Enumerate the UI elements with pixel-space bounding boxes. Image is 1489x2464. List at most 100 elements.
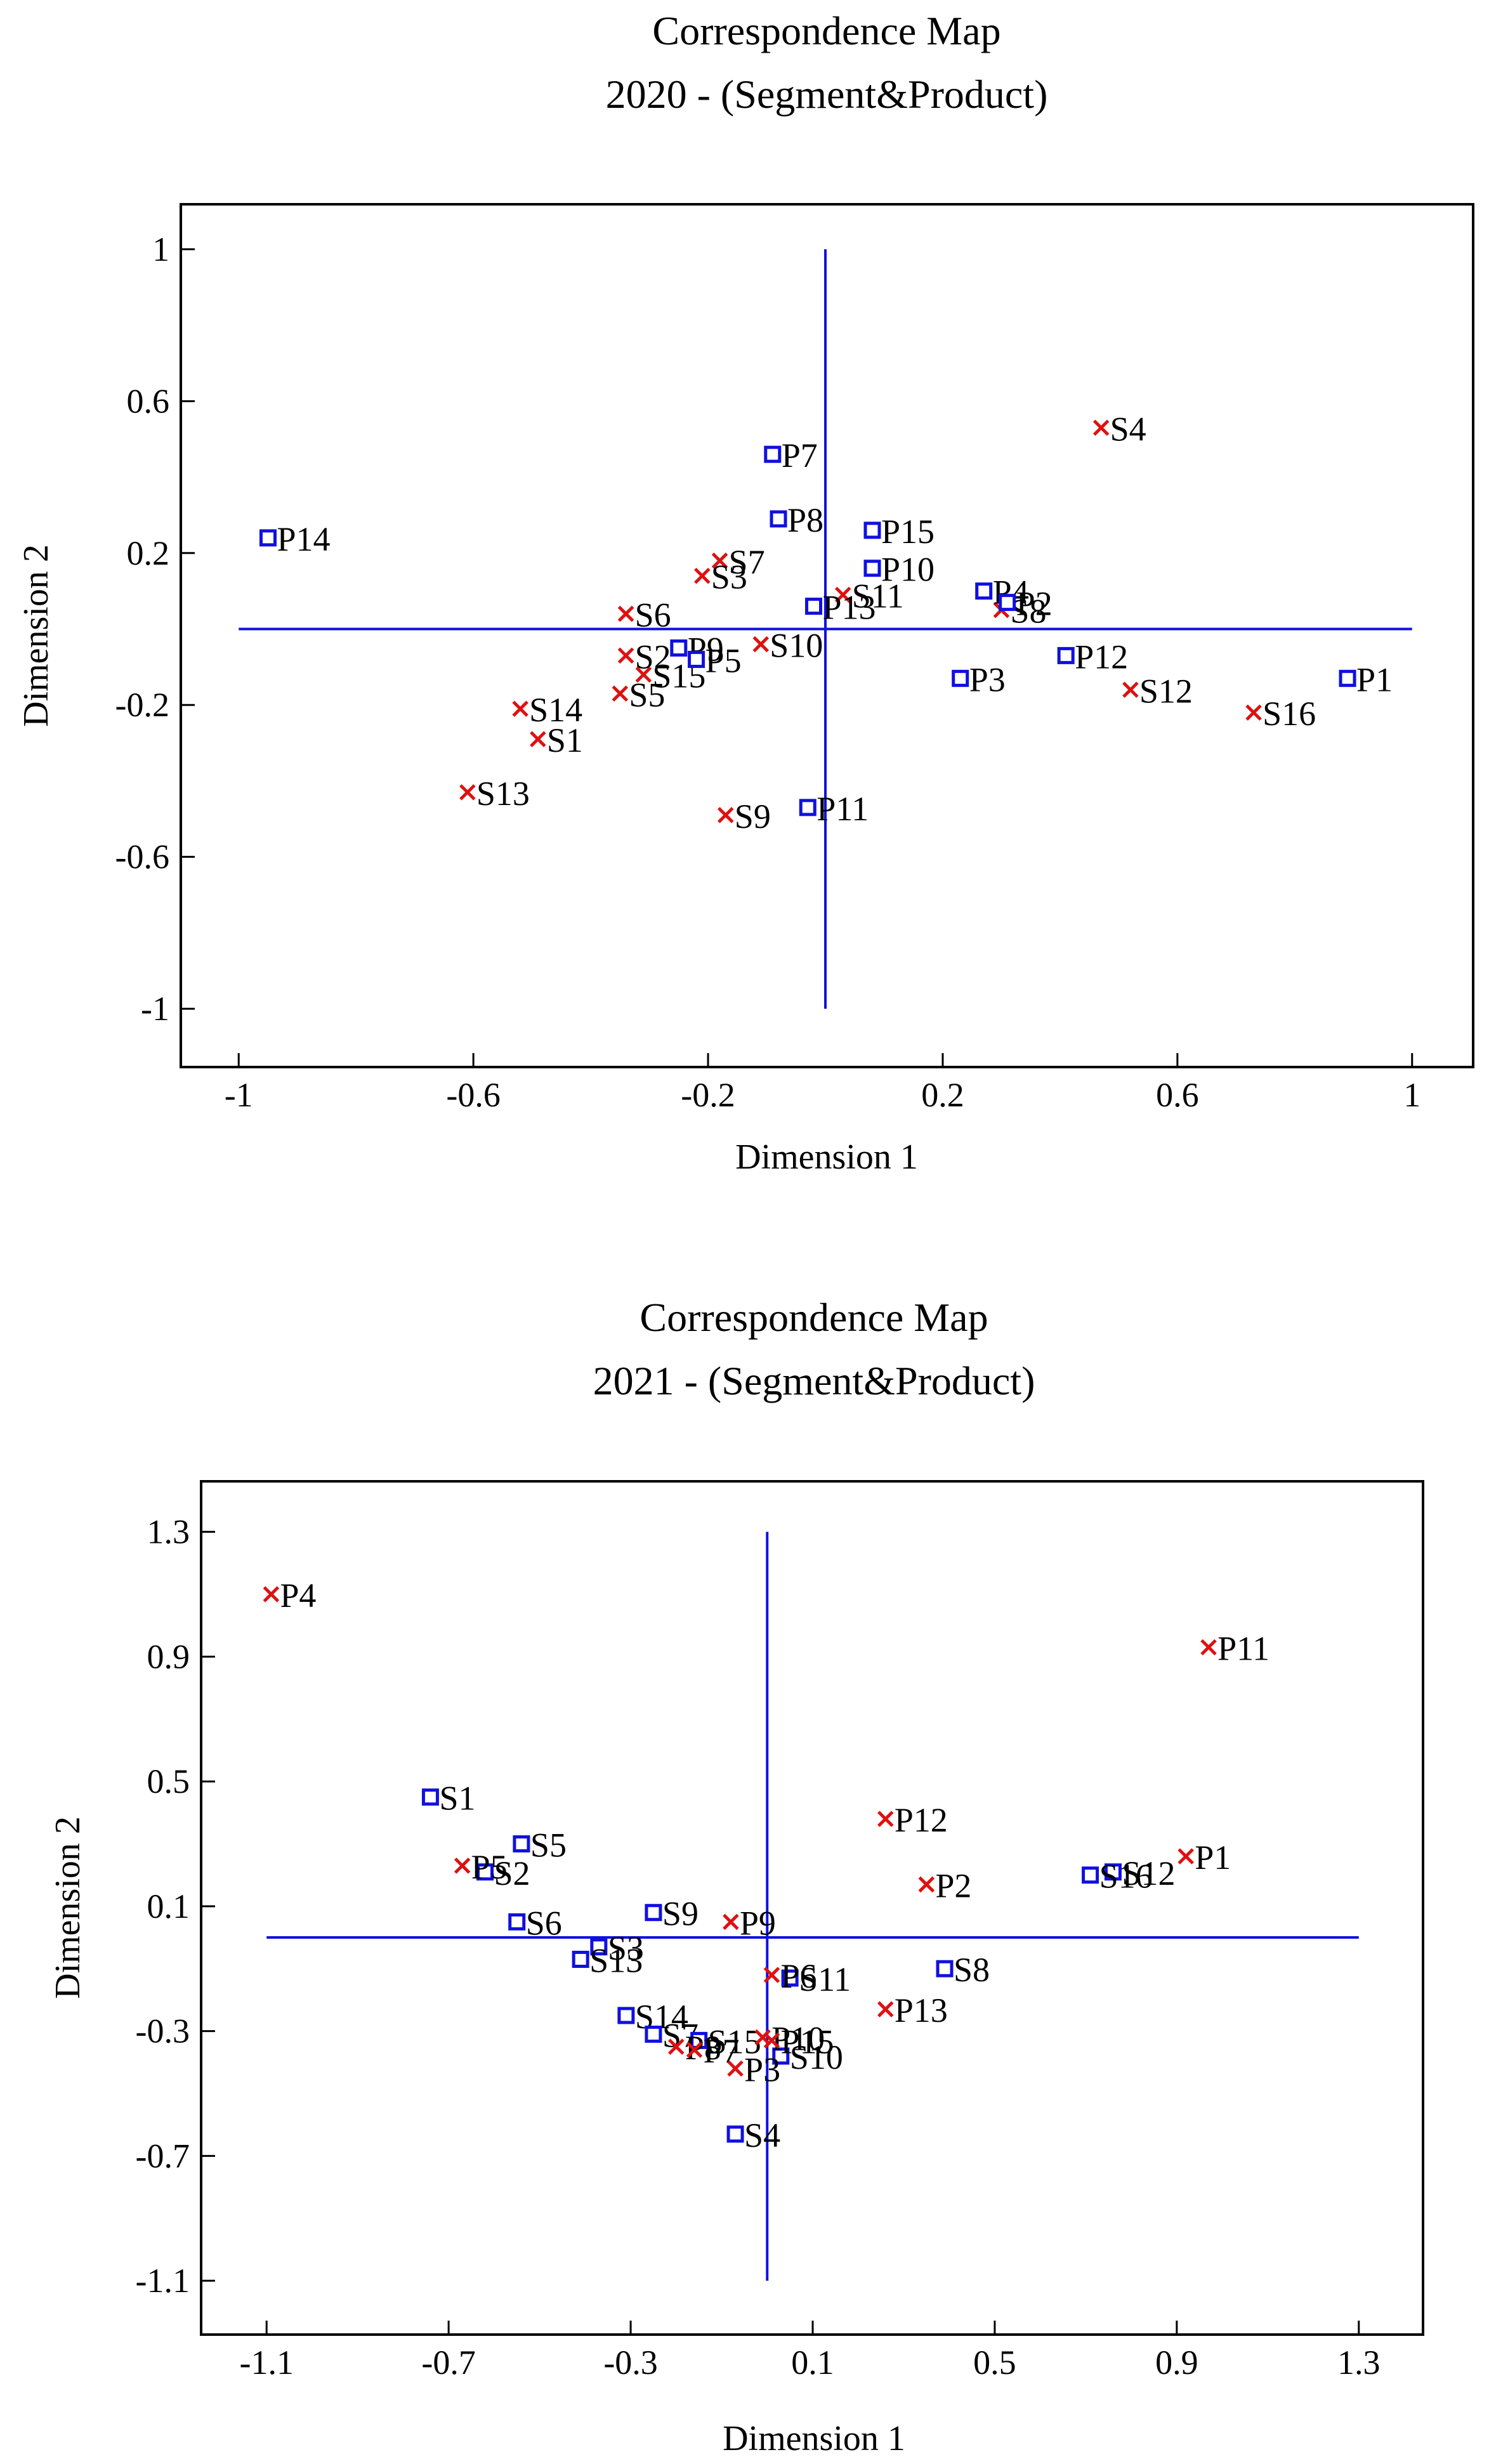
point-marker-square-s14 <box>617 2007 635 2024</box>
y-tick-label: 0.2 <box>127 534 170 572</box>
y-tick-label: 0.9 <box>147 1637 190 1675</box>
point-label-s12: S12 <box>1122 1854 1175 1892</box>
point-label-s3: S3 <box>711 558 747 596</box>
point-marker-x-s9 <box>718 807 734 823</box>
point-marker-x-s6 <box>617 605 634 622</box>
point-marker-x-s3 <box>694 567 711 584</box>
point-label-s4: S4 <box>1110 410 1146 448</box>
point-label-p13: P13 <box>823 589 876 627</box>
point-label-s10: S10 <box>790 2038 843 2076</box>
chart-2021: Correspondence Map 2021 - (Segment&Produ… <box>48 1295 1424 2458</box>
point-marker-square-p7 <box>764 445 782 463</box>
point-label-p11: P11 <box>1217 1630 1269 1668</box>
y-tick-label: -0.3 <box>136 2012 190 2050</box>
point-label-s16: S16 <box>1263 695 1316 733</box>
point-label-p4: P4 <box>280 1576 316 1615</box>
point-label-s3: S3 <box>608 1929 644 1967</box>
point-label-s7: S7 <box>729 543 765 581</box>
chart-2020: Correspondence Map 2020 - (Segment&Produ… <box>16 8 1474 1177</box>
x-tick-label: 1.3 <box>1337 2343 1381 2382</box>
point-label-p2: P2 <box>1016 585 1053 623</box>
point-label-s11: S11 <box>852 577 904 615</box>
point-marker-x-s4 <box>1092 419 1110 436</box>
point-label-p6: P6 <box>780 1957 817 1995</box>
point-marker-square-s6 <box>508 1913 526 1930</box>
point-label-p10: P10 <box>771 2019 825 2057</box>
point-label-p2: P2 <box>935 1866 971 1904</box>
x-tick-label: -0.3 <box>603 2343 657 2382</box>
point-label-s16: S16 <box>1099 1858 1153 1896</box>
point-label-p11: P11 <box>817 790 869 828</box>
point-marker-square-s3 <box>590 1938 608 1956</box>
point-label-p3: P3 <box>969 660 1006 698</box>
y-tick-label: -1 <box>141 990 169 1028</box>
point-marker-x-s5 <box>612 685 629 702</box>
point-label-p15: P15 <box>780 2022 834 2061</box>
point-marker-square-p8 <box>770 510 787 528</box>
point-label-p9: P9 <box>740 1904 776 1942</box>
point-marker-square-p5 <box>688 650 705 668</box>
point-marker-square-s1 <box>421 1788 439 1806</box>
point-label-p1: P1 <box>1195 1838 1231 1877</box>
point-label-p8: P8 <box>787 501 823 539</box>
x-tick-label: 0.9 <box>1155 2343 1198 2382</box>
y-tick-label: 1.3 <box>147 1513 190 1551</box>
y-tick-label: 0.6 <box>127 382 170 420</box>
x-ticks: -1.1 -0.7 -0.3 0.1 0.5 0.9 1.3 <box>239 2321 1381 2382</box>
x-tick-label: 0.6 <box>1156 1076 1199 1114</box>
point-marker-x-s1 <box>530 731 546 747</box>
point-label-s6: S6 <box>635 596 671 634</box>
x-tick-label: -1.1 <box>239 2343 293 2382</box>
point-marker-square-p11 <box>799 799 817 816</box>
x-tick-label: 0.5 <box>973 2343 1016 2382</box>
point-label-s2: S2 <box>635 638 671 676</box>
point-label-p15: P15 <box>881 513 935 551</box>
point-label-p5: P5 <box>471 1848 508 1886</box>
point-marker-square-p14 <box>259 529 277 547</box>
point-label-s2: S2 <box>494 1854 530 1892</box>
point-marker-x-p8 <box>668 2038 685 2055</box>
y-ticks: 1 0.6 0.2 -0.2 -0.6 -1 <box>115 230 195 1028</box>
point-marker-x-s11 <box>834 586 851 603</box>
point-label-p14: P14 <box>277 520 330 558</box>
point-label-p13: P13 <box>895 1991 948 2029</box>
point-marker-x-s14 <box>512 700 528 717</box>
point-label-s6: S6 <box>526 1904 562 1942</box>
point-label-p5: P5 <box>705 641 742 679</box>
point-marker-square-s9 <box>645 1904 662 1922</box>
point-marker-x-p9 <box>723 1913 739 1930</box>
point-marker-x-p6 <box>763 1967 780 1983</box>
y-tick-label: -0.6 <box>115 838 169 876</box>
point-label-s10: S10 <box>770 626 823 664</box>
y-axis-label: Dimension 2 <box>16 544 56 727</box>
x-tick-label: 1 <box>1403 1076 1420 1114</box>
x-tick-label: 0.2 <box>921 1076 964 1114</box>
point-marker-square-p15 <box>863 521 881 539</box>
point-label-p10: P10 <box>881 551 935 589</box>
point-marker-x-p4 <box>263 1586 280 1602</box>
x-ticks: -1 -0.6 -0.2 0.2 0.6 1 <box>225 1053 1420 1114</box>
y-tick-label: -1.1 <box>136 2262 190 2300</box>
point-marker-x-p12 <box>877 1811 894 1827</box>
point-marker-x-s16 <box>1245 704 1262 721</box>
chart-subtitle: 2021 - (Segment&Product) <box>593 1358 1035 1403</box>
point-marker-square-p12 <box>1057 646 1075 664</box>
point-label-p12: P12 <box>1075 638 1128 676</box>
x-tick-label: -0.6 <box>446 1076 500 1114</box>
point-label-s8: S8 <box>1010 593 1046 631</box>
point-marker-x-p3 <box>727 2060 744 2077</box>
point-label-s12: S12 <box>1139 672 1193 710</box>
y-tick-label: -0.2 <box>115 686 169 724</box>
point-label-p12: P12 <box>895 1801 948 1839</box>
point-label-s8: S8 <box>954 1951 990 1989</box>
point-label-s13: S13 <box>476 775 530 813</box>
point-marker-square-s8 <box>936 1960 954 1977</box>
point-label-s13: S13 <box>589 1941 643 1979</box>
x-tick-label: -1 <box>225 1076 253 1114</box>
y-ticks: 1.3 0.9 0.5 0.1 -0.3 -0.7 -1.1 <box>136 1513 215 2300</box>
point-marker-square-p13 <box>805 598 823 615</box>
point-marker-square-p9 <box>670 639 688 657</box>
point-label-s1: S1 <box>439 1779 475 1818</box>
